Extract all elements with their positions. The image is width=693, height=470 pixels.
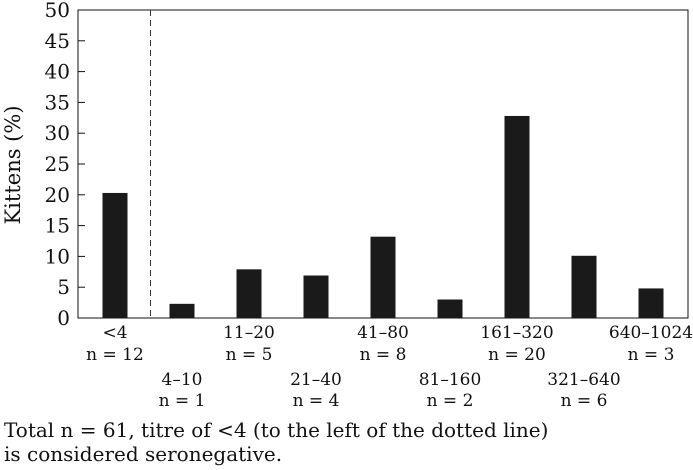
- x-category-label: 4–10: [162, 370, 203, 390]
- y-tick-label: 50: [45, 0, 70, 22]
- bar-2: [236, 269, 262, 318]
- y-axis-ticks: 0 5 10 15 20 25 30 35 40 45 50: [45, 0, 85, 330]
- x-category-label: 321–640: [547, 370, 620, 390]
- x-category-label: 161–320: [480, 323, 553, 343]
- y-tick-label: 10: [45, 244, 70, 268]
- x-category-label: 21–40: [290, 370, 342, 390]
- figure-caption: Total n = 61, titre of <4 (to the left o…: [4, 418, 689, 466]
- bar-1: [169, 303, 195, 318]
- x-count-label: n = 8: [360, 345, 407, 365]
- bar-4: [370, 236, 396, 318]
- bar-6: [504, 115, 530, 319]
- x-count-label: n = 2: [427, 391, 474, 411]
- x-count-label: n = 5: [226, 345, 273, 365]
- x-category-label: 41–80: [357, 323, 409, 343]
- y-tick-label: 0: [57, 306, 70, 330]
- bars: [102, 115, 664, 319]
- bar-3: [303, 275, 329, 318]
- y-tick-label: 15: [45, 214, 70, 238]
- y-tick-label: 40: [45, 60, 70, 84]
- y-tick-label: 5: [57, 275, 70, 299]
- x-category-label: 640–1024: [609, 323, 693, 343]
- y-tick-label: 45: [45, 29, 70, 53]
- y-tick-label: 30: [45, 121, 70, 145]
- x-count-label: n = 3: [628, 345, 675, 365]
- x-count-label: n = 6: [561, 391, 608, 411]
- y-tick-label: 35: [45, 90, 70, 114]
- x-category-label: 11–20: [223, 323, 275, 343]
- caption-line-1: Total n = 61, titre of <4 (to the left o…: [4, 418, 549, 442]
- y-tick-label: 20: [45, 183, 70, 207]
- y-tick-label: 25: [45, 152, 70, 176]
- bar-0: [102, 192, 128, 318]
- x-axis-labels: <4n = 12 4–10n = 1 11–20n = 5 21–40n = 4 41–…: [86, 323, 693, 411]
- x-category-label: 81–160: [419, 370, 482, 390]
- y-axis-label: Kittens (%): [1, 105, 25, 224]
- caption-line-2: is considered seronegative.: [4, 442, 283, 466]
- bar-5: [437, 299, 463, 318]
- bar-8: [638, 288, 664, 318]
- x-count-label: n = 4: [293, 391, 340, 411]
- x-count-label: n = 20: [488, 345, 546, 365]
- bar-7: [571, 255, 597, 318]
- x-category-label: <4: [102, 323, 127, 343]
- x-count-label: n = 1: [159, 391, 206, 411]
- x-count-label: n = 12: [86, 345, 144, 365]
